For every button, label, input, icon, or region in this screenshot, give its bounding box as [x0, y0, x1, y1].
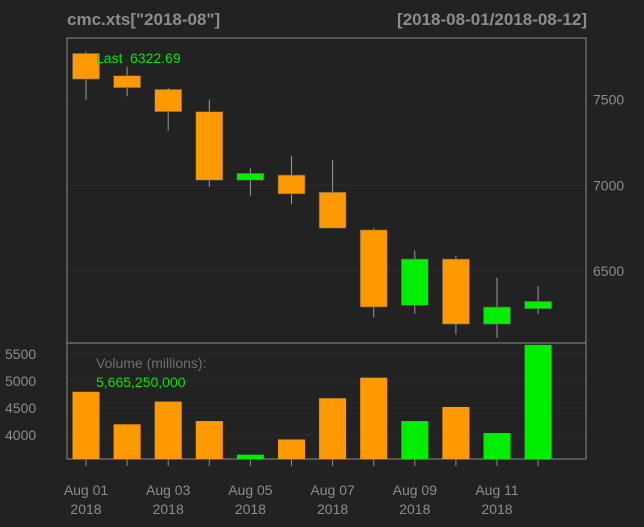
legend-volume-value: 5,665,250,000 [96, 374, 186, 390]
price-panel-frame [66, 37, 587, 344]
candle-body [113, 75, 141, 88]
volume-bar [360, 377, 388, 459]
price-legend: Last 6322.69 [96, 50, 181, 66]
legend-last-value: 6322.69 [130, 50, 181, 66]
volume-bar [113, 424, 141, 459]
candle [154, 87, 182, 131]
candle-body [72, 53, 100, 80]
x-tick-label: Aug 11 [475, 482, 519, 498]
candle [318, 159, 347, 229]
candle [442, 255, 470, 335]
candle [72, 51, 100, 100]
volume-bar [236, 454, 264, 459]
candle [195, 99, 224, 188]
volume-bar [195, 421, 223, 459]
volume-bar [442, 406, 470, 459]
candle [236, 168, 265, 196]
candle-body [524, 301, 552, 310]
x-tick-year: 2018 [317, 501, 348, 517]
volume-bar [524, 344, 552, 459]
x-tick-year: 2018 [399, 501, 430, 517]
candle [277, 156, 306, 205]
price-y-axis: 6500 7000 7500 [593, 92, 624, 279]
x-tick-year: 2018 [481, 501, 512, 517]
candle [400, 250, 429, 314]
candle [113, 67, 141, 97]
candle [524, 286, 552, 314]
candle-body [359, 229, 388, 308]
candle-body [277, 174, 306, 195]
legend-last-label: Last [96, 50, 123, 66]
volume-tick-label: 4500 [5, 400, 36, 416]
candle-body [195, 111, 224, 181]
volume-bar [483, 432, 511, 459]
candle-body [154, 89, 182, 112]
candle [359, 228, 388, 318]
x-tick-label: Aug 05 [228, 482, 273, 498]
volume-bar [154, 401, 182, 459]
volume-tick-label: 5000 [5, 373, 36, 389]
volume-series [72, 344, 552, 459]
volume-legend: Volume (millions): 5,665,250,000 [96, 355, 206, 390]
candlestick-series [72, 51, 552, 338]
volume-bar [72, 391, 100, 459]
volume-tick-label: 4000 [5, 427, 36, 443]
x-tick-label: Aug 09 [393, 482, 438, 498]
price-tick-label: 6500 [593, 263, 624, 279]
x-tick-label: Aug 07 [310, 482, 355, 498]
candle-body [483, 306, 511, 325]
x-axis: Aug 01 2018 Aug 03 2018 Aug 05 2018 Aug 07 2018… [64, 459, 539, 517]
price-grid [67, 99, 586, 272]
date-range: [2018-08-01/2018-08-12] [397, 10, 587, 29]
x-tick-label: Aug 01 [64, 482, 109, 498]
volume-bar [401, 421, 429, 459]
candle-body [318, 191, 347, 229]
x-tick-label: Aug 03 [146, 482, 191, 498]
volume-bar [278, 439, 305, 459]
volume-y-axis: 4000 4500 5000 5500 [5, 346, 36, 443]
candle-body [400, 258, 429, 306]
legend-volume-label: Volume (millions): [96, 355, 206, 371]
chart-title: cmc.xts["2018-08"] [67, 10, 220, 29]
volume-bar [319, 398, 347, 459]
candle-body [442, 258, 470, 325]
candle-body [236, 173, 265, 181]
price-tick-label: 7500 [593, 92, 624, 108]
candle [483, 277, 511, 338]
x-tick-year: 2018 [235, 501, 266, 517]
volume-tick-label: 5500 [5, 346, 36, 362]
x-tick-year: 2018 [70, 501, 101, 517]
price-tick-label: 7000 [593, 177, 624, 193]
x-tick-year: 2018 [153, 501, 184, 517]
